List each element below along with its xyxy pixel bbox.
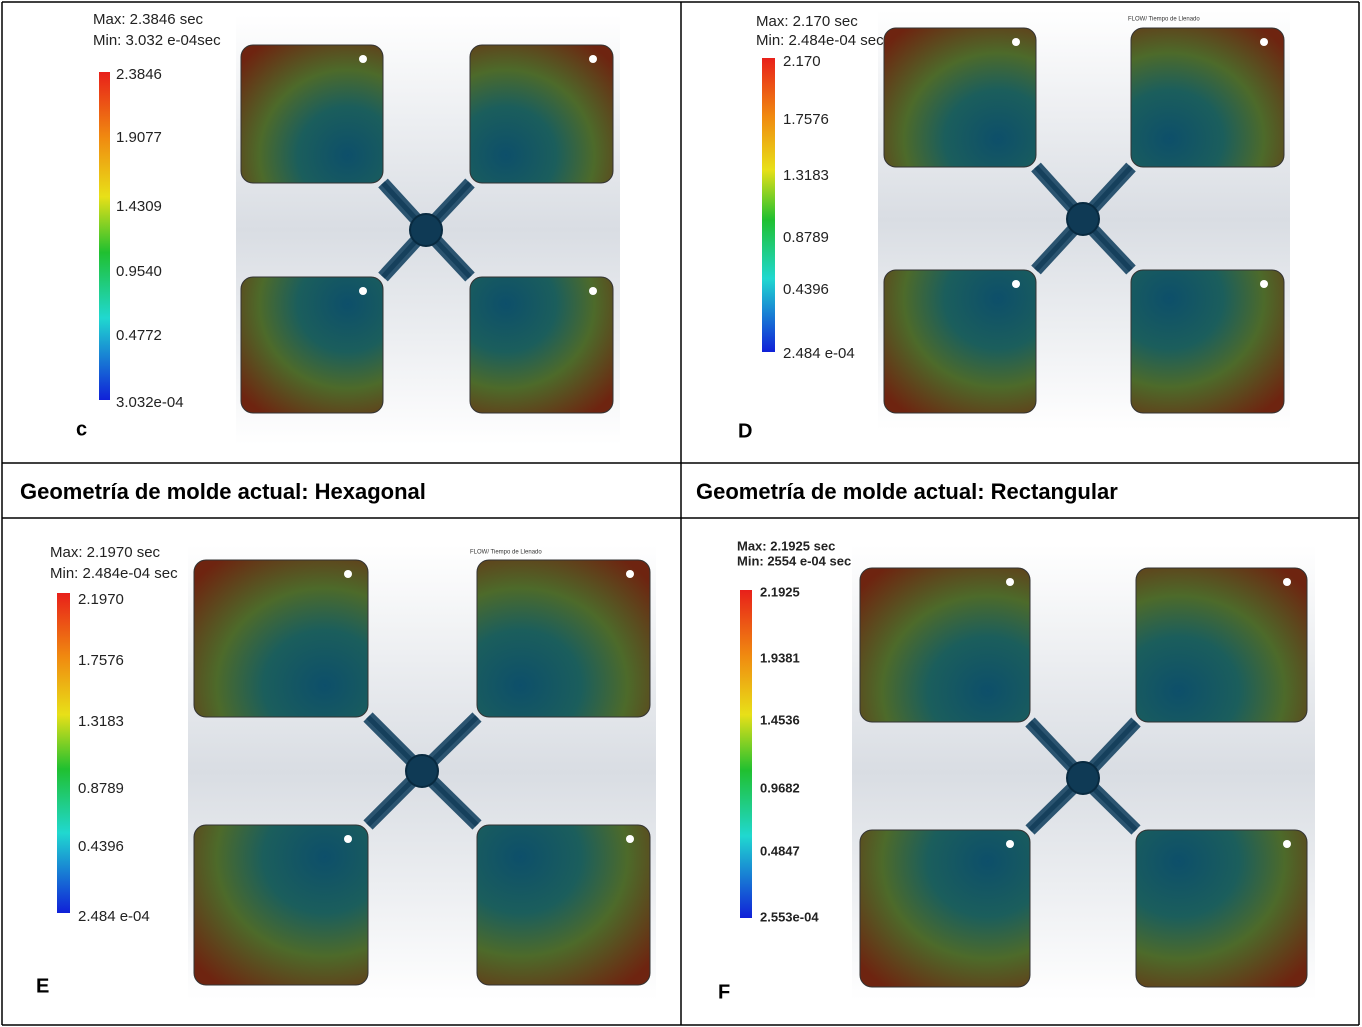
cavity	[1131, 28, 1284, 167]
plot-note: FLOW/ Tiempo de Llenado	[470, 550, 542, 556]
gate-dot	[1012, 38, 1020, 46]
gate-dot	[626, 570, 634, 578]
cavity	[884, 28, 1036, 167]
scale-label: 1.3183	[78, 713, 124, 730]
cavity	[860, 568, 1030, 722]
color-bar	[762, 58, 775, 352]
page: Geometría de molde actual: Hexagonal Geo…	[0, 0, 1362, 1027]
scale-label: 2.484 e-04	[783, 345, 855, 362]
min-label: Min: 2.484e-04 sec	[756, 32, 884, 49]
max-label: Max: 2.3846 sec	[93, 11, 204, 28]
gate-dot	[1260, 38, 1268, 46]
cavity	[884, 270, 1036, 413]
scale-label: 1.9381	[760, 650, 800, 665]
min-label: Min: 3.032 e-04sec	[93, 32, 221, 49]
gate-dot	[626, 835, 634, 843]
gate-dot	[344, 835, 352, 843]
sprue	[410, 214, 442, 246]
document: Geometría de molde actual: Hexagonal Geo…	[0, 0, 1362, 1027]
scale-label: 0.4772	[116, 327, 162, 344]
scale-label: 0.4396	[78, 838, 124, 855]
panel-letter: E	[36, 975, 49, 997]
gate-dot	[1012, 280, 1020, 288]
gate-dot	[589, 55, 597, 63]
scale-label: 2.484 e-04	[78, 908, 150, 925]
gate-dot	[1260, 280, 1268, 288]
gate-dot	[1006, 578, 1014, 586]
plot-note: FLOW/ Tiempo de Llenado	[1128, 17, 1200, 23]
panel-letter: D	[738, 420, 752, 442]
scale-label: 2.1925	[760, 584, 800, 599]
scale-label: 2.170	[783, 53, 821, 70]
scale-label: 1.4536	[760, 712, 800, 727]
max-label: Max: 2.1925 sec	[737, 538, 835, 553]
color-bar	[740, 590, 752, 918]
scale-label: 1.7576	[78, 652, 124, 669]
scale-label: 0.4396	[783, 281, 829, 298]
cavity	[194, 560, 368, 717]
scale-label: 1.3183	[783, 167, 829, 184]
scale-label: 1.9077	[116, 129, 162, 146]
cavity	[470, 45, 613, 183]
gate-dot	[1283, 840, 1291, 848]
gate-dot	[1283, 578, 1291, 586]
scale-label: 0.9682	[760, 780, 800, 795]
panel-letter: c	[76, 418, 87, 440]
caption: Geometría de molde actual: Rectangular	[696, 479, 1118, 504]
cavity	[194, 825, 368, 985]
scale-label: 0.9540	[116, 263, 162, 280]
gate-dot	[359, 55, 367, 63]
color-bar	[99, 72, 110, 400]
scale-label: 1.7576	[783, 111, 829, 128]
min-label: Min: 2554 e-04 sec	[737, 553, 851, 568]
scale-label: 2.3846	[116, 66, 162, 83]
cavity	[860, 830, 1030, 987]
sprue	[1067, 762, 1099, 794]
cavity	[477, 560, 650, 717]
sprue	[1067, 203, 1099, 235]
scale-label: 0.8789	[783, 229, 829, 246]
cavity	[477, 825, 650, 985]
max-label: Max: 2.170 sec	[756, 13, 858, 30]
scale-label: 2.553e-04	[760, 909, 819, 924]
scale-label: 0.4847	[760, 843, 800, 858]
cavity	[241, 277, 383, 413]
sprue	[406, 755, 438, 787]
gate-dot	[344, 570, 352, 578]
scale-label: 3.032e-04	[116, 394, 184, 411]
cavity	[1131, 270, 1284, 413]
panel-letter: F	[718, 981, 730, 1003]
cavity	[1136, 830, 1307, 987]
gate-dot	[359, 287, 367, 295]
gate-dot	[1006, 840, 1014, 848]
gate-dot	[589, 287, 597, 295]
scale-label: 2.1970	[78, 591, 124, 608]
max-label: Max: 2.1970 sec	[50, 544, 161, 561]
cavity	[470, 277, 613, 413]
min-label: Min: 2.484e-04 sec	[50, 565, 178, 582]
caption: Geometría de molde actual: Hexagonal	[20, 479, 426, 504]
cavity	[1136, 568, 1307, 722]
color-bar	[57, 593, 70, 913]
cavity	[241, 45, 383, 183]
scale-label: 1.4309	[116, 198, 162, 215]
scale-label: 0.8789	[78, 780, 124, 797]
